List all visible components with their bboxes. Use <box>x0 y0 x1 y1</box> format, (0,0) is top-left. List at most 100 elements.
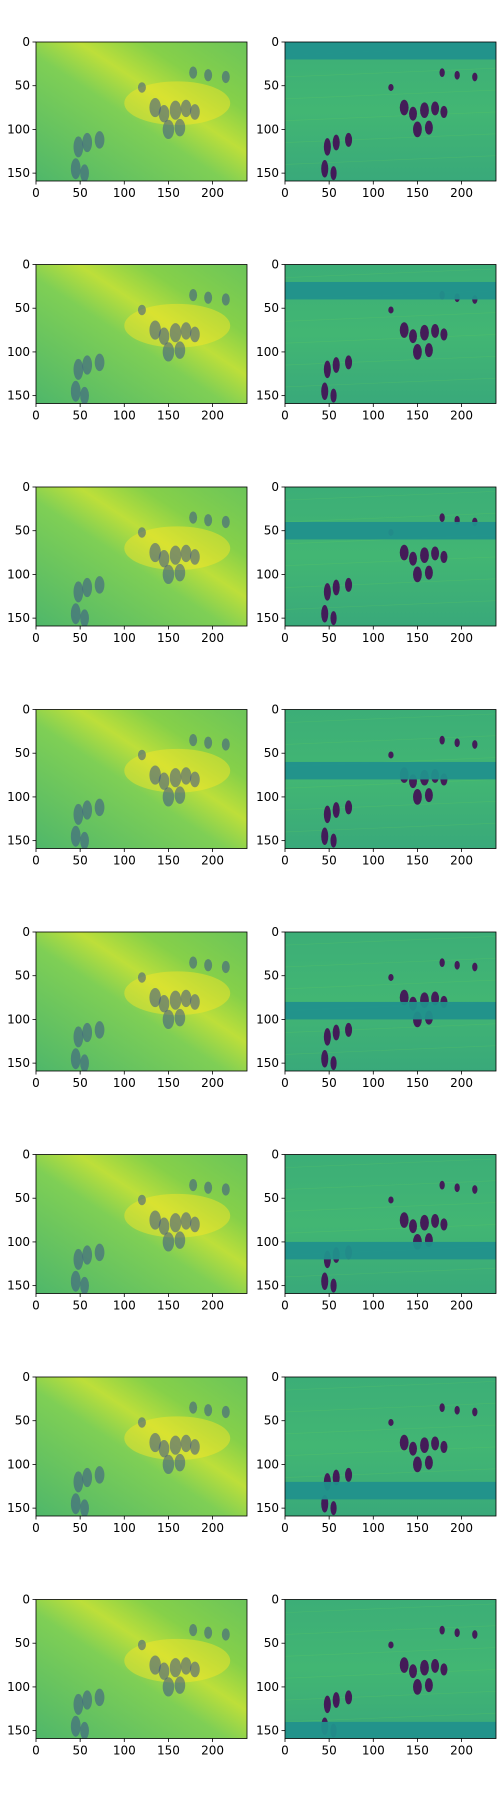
heatmap-image <box>36 487 247 626</box>
scene-figure <box>321 1272 329 1291</box>
scene-figure <box>409 106 417 121</box>
scene-figure <box>162 1232 175 1252</box>
scene-figure <box>70 1493 81 1515</box>
scene-figure <box>174 563 186 582</box>
masked-band <box>285 761 496 780</box>
y-tick-label: 150 <box>7 834 30 848</box>
texture-line <box>285 491 496 501</box>
scene-figure <box>323 1028 331 1046</box>
scene-figure <box>321 160 329 178</box>
panel-6-left: 0 50 100 150 200 0 50 100 150 <box>7 1148 248 1313</box>
scene-figure <box>149 320 161 340</box>
scene-figure <box>137 1194 146 1206</box>
scene-figure <box>454 960 460 970</box>
panel-7-right: 0 50 100 150 200 0 50 100 150 <box>256 1370 497 1535</box>
scene-figure <box>80 1499 89 1516</box>
scene-figure <box>439 68 445 77</box>
scene-figure <box>70 1270 81 1292</box>
x-tick-label: 150 <box>406 186 429 200</box>
scene-figure <box>174 786 186 804</box>
scene-figure <box>321 605 329 623</box>
scene-figure <box>332 802 340 818</box>
texture-line <box>285 1625 496 1635</box>
scene-figure <box>80 1054 89 1071</box>
y-tick-label: 0 <box>22 258 30 272</box>
scene-figure <box>174 1453 186 1472</box>
scene-figure <box>189 956 198 969</box>
scene-figure <box>137 82 146 93</box>
x-tick-label: 50 <box>73 854 88 868</box>
scene-figure <box>221 293 230 306</box>
x-tick-label: 0 <box>32 186 40 200</box>
scene-figure <box>204 291 213 304</box>
scene-figure <box>454 70 460 80</box>
scene-figure <box>94 1021 105 1039</box>
scene-figure <box>162 564 175 585</box>
y-tick-label: 150 <box>256 834 279 848</box>
scene-figure <box>345 1690 353 1705</box>
scene-figure <box>137 527 146 538</box>
scene-figure <box>190 994 200 1010</box>
panel-2-left: 0 50 100 150 200 0 50 100 150 <box>7 258 248 423</box>
scene-figure <box>439 1403 445 1412</box>
scene-figure <box>424 343 433 358</box>
texture-line <box>285 334 496 344</box>
y-tick-label: 0 <box>271 703 279 717</box>
scene-figure <box>440 1440 448 1454</box>
y-tick-label: 150 <box>256 166 279 180</box>
scene-figure <box>169 100 182 120</box>
x-tick-label: 50 <box>322 409 337 423</box>
scene-figure <box>189 1401 198 1414</box>
scene-figure <box>332 579 340 596</box>
scene-figure <box>424 565 433 580</box>
heatmap-background <box>285 1599 496 1739</box>
scene-figure <box>440 1218 448 1231</box>
y-tick-label: 0 <box>22 480 30 494</box>
y-tick-label: 100 <box>256 790 279 804</box>
y-tick-label: 50 <box>15 79 30 93</box>
y-tick-label: 150 <box>7 166 30 180</box>
x-tick-label: 50 <box>322 1299 337 1313</box>
y-tick-label: 50 <box>15 524 30 538</box>
scene-figure <box>440 328 448 341</box>
axes-frame <box>284 931 497 1072</box>
x-tick-label: 150 <box>157 854 180 868</box>
scene-figure <box>420 1437 429 1454</box>
texture-line <box>285 312 496 322</box>
x-tick-label: 150 <box>157 631 180 645</box>
x-tick-label: 100 <box>113 1076 136 1090</box>
y-tick-label: 0 <box>271 1593 279 1607</box>
scene-figure <box>189 1623 198 1637</box>
y-tick-label: 50 <box>264 969 279 983</box>
scene-figure <box>189 733 198 747</box>
scene-figure <box>149 1432 161 1453</box>
x-tick-label: 50 <box>73 186 88 200</box>
scene-figure <box>158 549 170 568</box>
scene-figure <box>399 322 409 338</box>
scene-figure <box>80 386 89 404</box>
scene-figure <box>409 1441 417 1456</box>
heatmap-image <box>36 932 247 1071</box>
x-tick-label: 100 <box>113 186 136 200</box>
scene-figure <box>221 738 230 751</box>
texture-line <box>285 1712 496 1723</box>
masked-band <box>285 1721 496 1739</box>
heatmap-image <box>285 42 496 181</box>
x-tick-label: 0 <box>281 1076 289 1090</box>
scene-figure <box>204 959 213 972</box>
scene-figure <box>388 751 394 759</box>
scene-figure <box>332 1692 340 1708</box>
scene-figure <box>189 288 198 302</box>
axes-frame <box>284 264 497 404</box>
x-tick-label: 0 <box>32 409 40 423</box>
x-tick-label: 200 <box>450 1744 473 1758</box>
scene-figure <box>180 767 192 785</box>
scene-figure <box>94 576 105 594</box>
scene-figure <box>174 118 186 137</box>
scene-figure <box>180 544 192 563</box>
y-tick-label: 100 <box>7 1457 30 1471</box>
x-tick-label: 100 <box>362 1744 385 1758</box>
axes-frame <box>35 41 248 182</box>
scene-figure <box>345 1022 353 1037</box>
scene-figure <box>70 603 81 625</box>
